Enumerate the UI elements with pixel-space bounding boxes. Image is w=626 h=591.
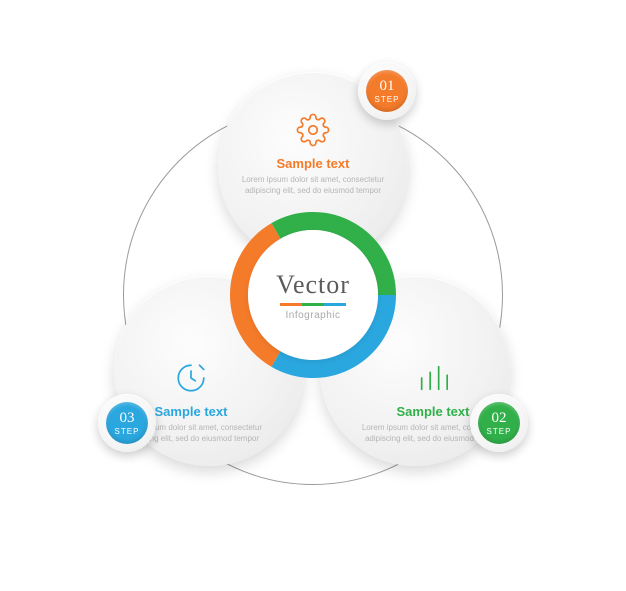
center-underline (280, 303, 346, 306)
gear-icon (296, 110, 330, 150)
step-badge-1: 01 STEP (358, 62, 416, 120)
center-subtitle: Infographic (286, 310, 341, 321)
badge-step-label: STEP (487, 427, 512, 436)
bar-chart-icon (416, 358, 450, 398)
badge-step-label: STEP (115, 427, 140, 436)
center-title: Vector (276, 270, 350, 300)
step-title: Sample text (277, 156, 350, 171)
center-hub: Vector Infographic (248, 230, 378, 360)
step-badge-3: 03 STEP (98, 394, 156, 452)
badge-number: 02 (492, 411, 507, 426)
badge-step-label: STEP (375, 95, 400, 104)
step-title: Sample text (397, 404, 470, 419)
infographic-stage: Sample text Lorem ipsum dolor sit amet, … (0, 0, 626, 591)
badge-number: 01 (380, 79, 395, 94)
step-badge-2: 02 STEP (470, 394, 528, 452)
clock-icon (174, 358, 208, 398)
step-title: Sample text (155, 404, 228, 419)
step-body: Lorem ipsum dolor sit amet, consectetur … (240, 175, 386, 197)
badge-number: 03 (120, 411, 135, 426)
